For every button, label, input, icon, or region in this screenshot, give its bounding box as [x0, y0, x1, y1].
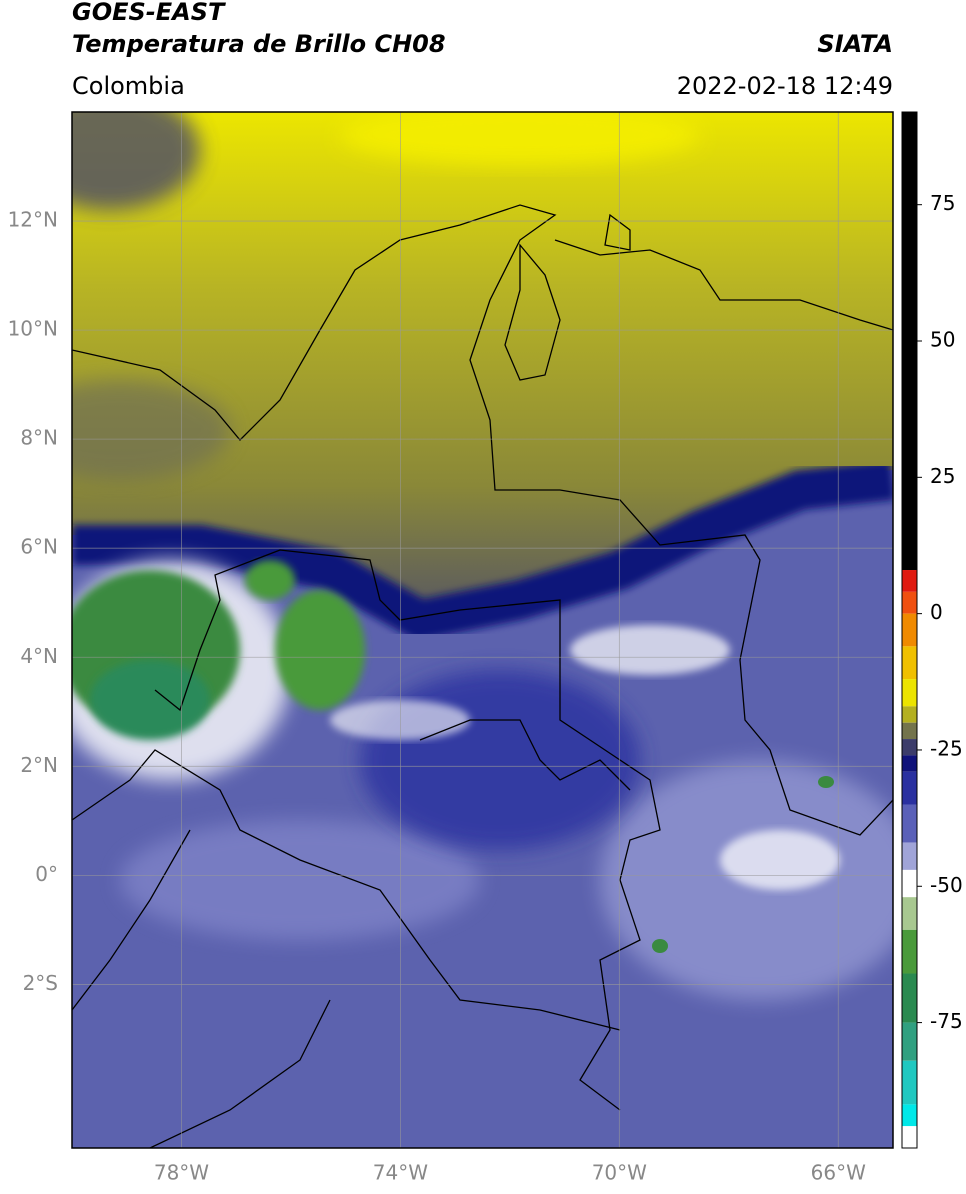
lat-tick-label: 0°: [35, 862, 58, 886]
colorbar-segment: [902, 739, 917, 756]
colorbar-tick-label: 75: [930, 191, 955, 215]
graticule: [72, 112, 893, 1148]
borders: [72, 204, 893, 1148]
lon-tick-label: 66°W: [811, 1161, 866, 1185]
colorbar-segment: [902, 771, 917, 805]
colorbar-segment: [902, 706, 917, 723]
map-frame: [71, 111, 894, 1149]
colorbar-segment: [902, 929, 917, 974]
colorbar-segment: [902, 869, 917, 898]
colorbar-segment: [902, 842, 917, 870]
colorbar-segment: [902, 679, 917, 707]
colorbar-segment: [902, 804, 917, 843]
satellite-image: [72, 112, 893, 1148]
colorbar-segment: [902, 1060, 917, 1105]
colorbar-segment: [902, 1126, 917, 1148]
colorbar-segment: [902, 722, 917, 740]
colorbar-tick-label: -50: [930, 873, 963, 897]
lon-tick-label: 74°W: [373, 1161, 428, 1185]
colorbar-segment: [902, 1022, 917, 1061]
subtitle: Temperatura de Brillo CH08: [72, 30, 446, 58]
lat-tick-label: 2°S: [23, 971, 58, 995]
datetime: 2022-02-18 12:49: [677, 72, 893, 100]
title: GOES-EAST: [72, 0, 226, 26]
lat-tick-label: 10°N: [8, 317, 58, 341]
colorbar-frame: [901, 111, 918, 1149]
source: SIATA: [817, 30, 893, 58]
colorbar-segment: [902, 112, 917, 571]
colorbar-tick-label: 50: [930, 328, 955, 352]
colorbar-segment: [902, 613, 917, 647]
colorbar-segment: [902, 1104, 917, 1127]
colorbar-segment: [902, 591, 917, 614]
colorbar-segment: [902, 646, 917, 680]
colorbar-segment: [902, 570, 917, 592]
lat-tick-label: 6°N: [20, 535, 58, 559]
colorbar-tick-label: 25: [930, 464, 955, 488]
lon-tick-label: 78°W: [154, 1161, 209, 1185]
colorbar-segment: [902, 973, 917, 1023]
colorbar-tick-label: -25: [930, 736, 963, 760]
colorbar-segment: [902, 755, 917, 772]
lat-tick-label: 2°N: [20, 753, 58, 777]
colorbar: 75 50 25 0 -25 -50 -75: [902, 112, 963, 1148]
lon-tick-label: 70°W: [592, 1161, 647, 1185]
region: Colombia: [72, 72, 185, 100]
colorbar-segment: [902, 897, 917, 930]
lat-tick-label: 4°N: [20, 644, 58, 668]
lat-tick-label: 12°N: [8, 208, 58, 232]
colorbar-tick-label: -75: [930, 1009, 963, 1033]
colorbar-tick-label: 0: [930, 600, 943, 624]
lat-tick-label: 8°N: [20, 426, 58, 450]
